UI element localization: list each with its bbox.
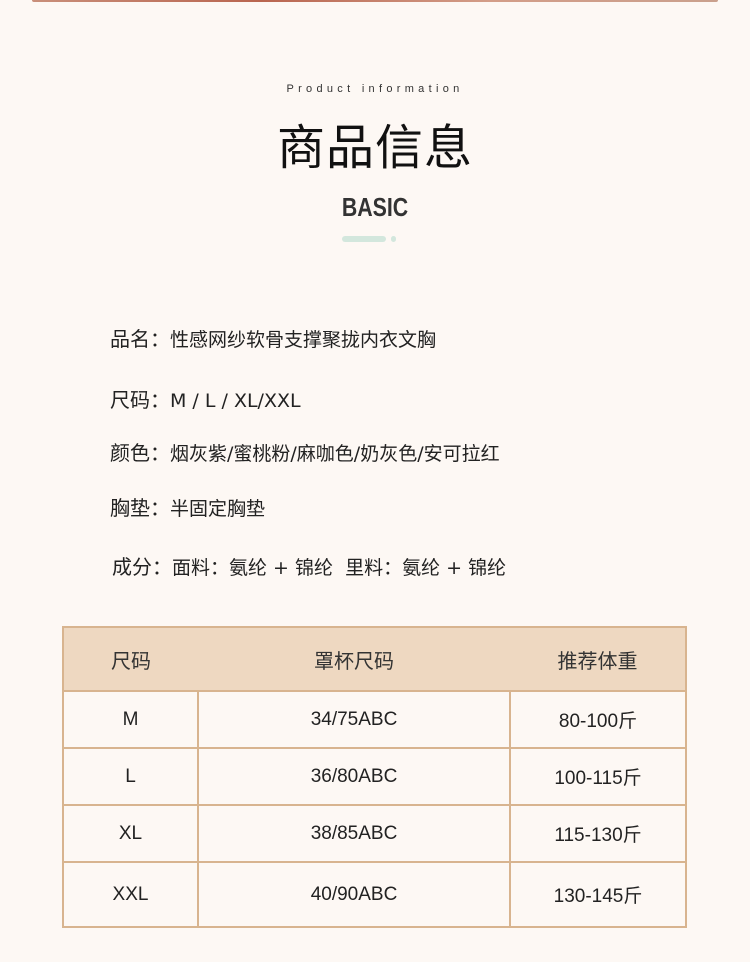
spec-color: 颜色：烟灰紫/蜜桃粉/麻咖色/奶灰色/安可拉红: [110, 437, 500, 466]
header-cup: 罩杯尺码: [198, 627, 510, 691]
cell-size: L: [62, 747, 199, 806]
spec-value: M / L / XL/XXL: [170, 390, 301, 412]
spec-label: 成分：: [112, 555, 172, 579]
size-table: 尺码 罩杯尺码 推荐体重 M 34/75ABC 80-100斤 L 36/80A…: [62, 626, 687, 928]
spec-label: 品名：: [110, 327, 170, 351]
spec-value: 面料：氨纶 + 锦纶 里料：氨纶 + 锦纶: [172, 557, 507, 579]
table-row: M 34/75ABC 80-100斤: [62, 690, 687, 749]
top-image-edge: [32, 0, 718, 2]
cell-size: XL: [62, 804, 199, 863]
cell-weight: 115-130斤: [509, 804, 687, 863]
header-size: 尺码: [63, 627, 198, 691]
cell-cup: 36/80ABC: [197, 747, 511, 806]
spec-value: 烟灰紫/蜜桃粉/麻咖色/奶灰色/安可拉红: [170, 443, 500, 465]
spec-label: 尺码：: [110, 388, 170, 412]
cell-weight: 80-100斤: [509, 690, 687, 749]
spec-material: 成分：面料：氨纶 + 锦纶 里料：氨纶 + 锦纶: [112, 551, 506, 580]
spec-label: 胸垫：: [110, 496, 170, 520]
spec-pad: 胸垫：半固定胸垫: [110, 492, 265, 521]
table-header-row: 尺码 罩杯尺码 推荐体重: [63, 627, 686, 691]
cell-cup: 40/90ABC: [197, 861, 511, 928]
cell-size: XXL: [62, 861, 199, 928]
cell-cup: 38/85ABC: [197, 804, 511, 863]
section-badge: BASIC: [341, 192, 409, 222]
table-row: L 36/80ABC 100-115斤: [62, 747, 687, 806]
cell-size: M: [62, 690, 199, 749]
cell-weight: 100-115斤: [509, 747, 687, 806]
header-weight: 推荐体重: [510, 627, 686, 691]
decorative-dot: [391, 236, 396, 242]
cell-cup: 34/75ABC: [197, 690, 511, 749]
spec-size: 尺码：M / L / XL/XXL: [110, 384, 301, 413]
cell-weight: 130-145斤: [509, 861, 687, 928]
spec-value: 半固定胸垫: [170, 498, 266, 520]
spec-label: 颜色：: [110, 441, 170, 465]
section-subtitle: Product information: [286, 83, 464, 95]
spec-value: 性感网纱软骨支撑聚拢内衣文胸: [170, 329, 437, 351]
page-title: 商品信息: [276, 120, 473, 176]
decorative-bar: [342, 236, 386, 242]
table-row: XL 38/85ABC 115-130斤: [62, 804, 687, 863]
spec-name: 品名：性感网纱软骨支撑聚拢内衣文胸: [110, 323, 436, 352]
table-row: XXL 40/90ABC 130-145斤: [62, 861, 687, 928]
